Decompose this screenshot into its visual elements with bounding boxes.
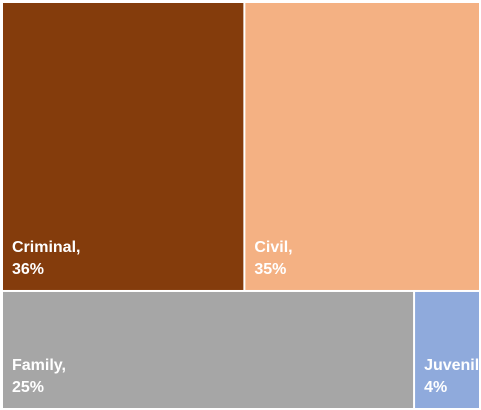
cell-label: Juvenile,: [424, 357, 481, 374]
treemap-cell: [415, 291, 479, 408]
cell-value-label: 25%: [12, 379, 44, 396]
treemap-cell: [3, 3, 244, 290]
cell-value-label: 36%: [12, 261, 44, 278]
cell-value-label: 35%: [254, 261, 286, 278]
cell-value-label: 4%: [424, 379, 447, 396]
cell-label: Criminal,: [12, 239, 80, 256]
cell-label: Civil,: [254, 239, 292, 256]
treemap-cell: [3, 291, 414, 408]
cell-label: Family,: [12, 357, 66, 374]
treemap-cell: [245, 3, 479, 290]
